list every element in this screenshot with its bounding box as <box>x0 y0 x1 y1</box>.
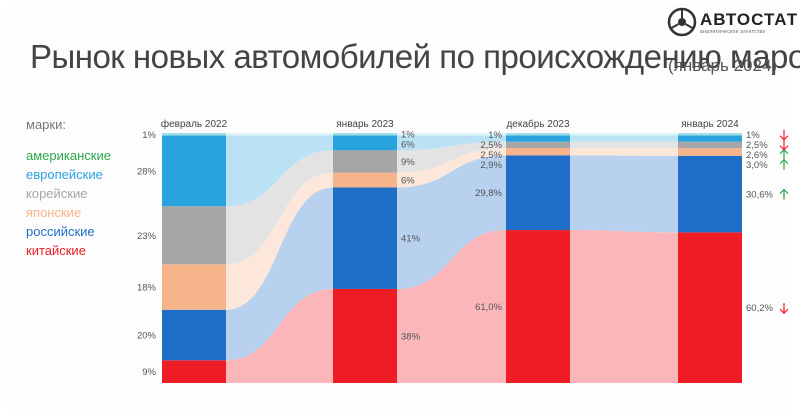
flow-band <box>397 230 506 383</box>
data-label: 2,5% <box>480 140 502 151</box>
bar-segment <box>162 360 226 383</box>
data-label: 1% <box>142 130 156 141</box>
arrow-head <box>779 188 789 194</box>
data-label: 1% <box>488 130 502 141</box>
data-label: 2,5% <box>746 140 768 151</box>
legend-item: японские <box>26 205 82 220</box>
data-label: 60,2% <box>746 303 773 314</box>
trend-up-arrow <box>779 148 789 160</box>
category-label: январь 2024 <box>681 119 739 130</box>
flow-band <box>226 187 333 361</box>
arrow-head <box>779 145 789 151</box>
legend-item: корейские <box>26 186 88 201</box>
flow-band <box>570 148 678 156</box>
logo-subtext: аналитическое агентство <box>700 29 766 35</box>
data-label: 20% <box>137 331 157 342</box>
flow-band <box>226 288 333 383</box>
trend-down-arrow <box>779 139 789 151</box>
flow-band <box>226 172 333 310</box>
bar-segment <box>506 135 570 142</box>
bar-segment <box>506 230 570 383</box>
data-label: 1% <box>746 130 760 141</box>
bars <box>162 133 742 383</box>
category-label: декабрь 2023 <box>506 118 570 130</box>
data-label: 30,6% <box>746 190 773 201</box>
flow-band <box>570 155 678 233</box>
flow-band <box>226 133 333 136</box>
data-label: 2,6% <box>746 150 768 161</box>
flow-band <box>570 141 678 149</box>
trend-up-arrow <box>779 188 789 200</box>
data-label: 1% <box>401 130 415 141</box>
bar-segment <box>678 148 742 156</box>
data-label: 3,0% <box>746 160 768 171</box>
bar-segment <box>162 133 226 136</box>
data-label: 29,8% <box>475 188 502 199</box>
bar-segment <box>678 141 742 149</box>
chart-subtitle: (январь 2024) <box>668 56 778 75</box>
legend-item: российские <box>26 224 95 239</box>
arrow-head <box>779 308 789 315</box>
flow-band <box>570 133 678 136</box>
data-label: 28% <box>137 166 157 177</box>
data-label: 41% <box>401 234 421 245</box>
bar-segment <box>162 309 226 361</box>
logo-text: АВТОСТАТ <box>700 10 799 29</box>
category-label: январь 2023 <box>336 119 394 130</box>
legend-item: китайские <box>26 243 86 258</box>
trend-down-arrow <box>779 303 789 315</box>
bar-segment <box>162 206 226 265</box>
chart-title: Рынок новых автомобилей по происхождению… <box>30 38 800 75</box>
flow-band <box>397 148 506 188</box>
legend-item: американские <box>26 148 111 163</box>
bar-segment <box>506 141 570 149</box>
flow-band <box>570 230 678 383</box>
legend-title: марки: <box>26 117 66 132</box>
data-label: 23% <box>137 231 157 242</box>
flow-band <box>570 135 678 142</box>
data-label: 9% <box>142 367 156 378</box>
bar-segment <box>333 172 397 188</box>
flow-band <box>226 135 333 207</box>
bar-segment <box>678 135 742 142</box>
data-label: 2,5% <box>480 150 502 161</box>
legend: американские европейские корейские японские… <box>26 146 111 260</box>
bar-segment <box>333 187 397 289</box>
bar-segment <box>333 288 397 383</box>
bar-segment <box>506 133 570 136</box>
data-label: 9% <box>401 157 415 168</box>
category-label: февраль 2022 <box>161 118 228 130</box>
bar-segment <box>333 150 397 173</box>
trend-up-arrow <box>779 158 789 170</box>
bar-segment <box>333 135 397 151</box>
arrow-head <box>779 135 789 141</box>
flow-band <box>397 133 506 136</box>
data-label: 38% <box>401 331 421 342</box>
data-label: 18% <box>137 283 157 294</box>
data-label: 2,9% <box>480 160 502 171</box>
flow-band <box>397 135 506 151</box>
flow-band <box>397 141 506 173</box>
logo-wheel-icon <box>667 7 697 37</box>
autostat-logo: АВТОСТАТ аналитическое агентство <box>666 6 797 42</box>
legend-item: европейские <box>26 167 103 182</box>
value-labels: 9%20%18%23%28%1%38%41%6%9%6%1%61,0%29,8%… <box>137 129 789 378</box>
bar-segment <box>162 264 226 310</box>
bar-segment <box>678 155 742 233</box>
bar-segment <box>506 155 570 231</box>
data-label: 61,0% <box>475 302 502 313</box>
flow-bands <box>226 133 678 383</box>
data-label: 6% <box>401 140 415 151</box>
bar-segment <box>506 148 570 156</box>
bar-segment <box>678 232 742 383</box>
flow-band <box>226 150 333 265</box>
flow-band <box>397 155 506 289</box>
bar-segment <box>333 133 397 136</box>
bar-segment <box>678 133 742 136</box>
data-label: 6% <box>401 176 415 187</box>
trend-down-arrow <box>779 129 789 141</box>
bar-segment <box>162 135 226 207</box>
